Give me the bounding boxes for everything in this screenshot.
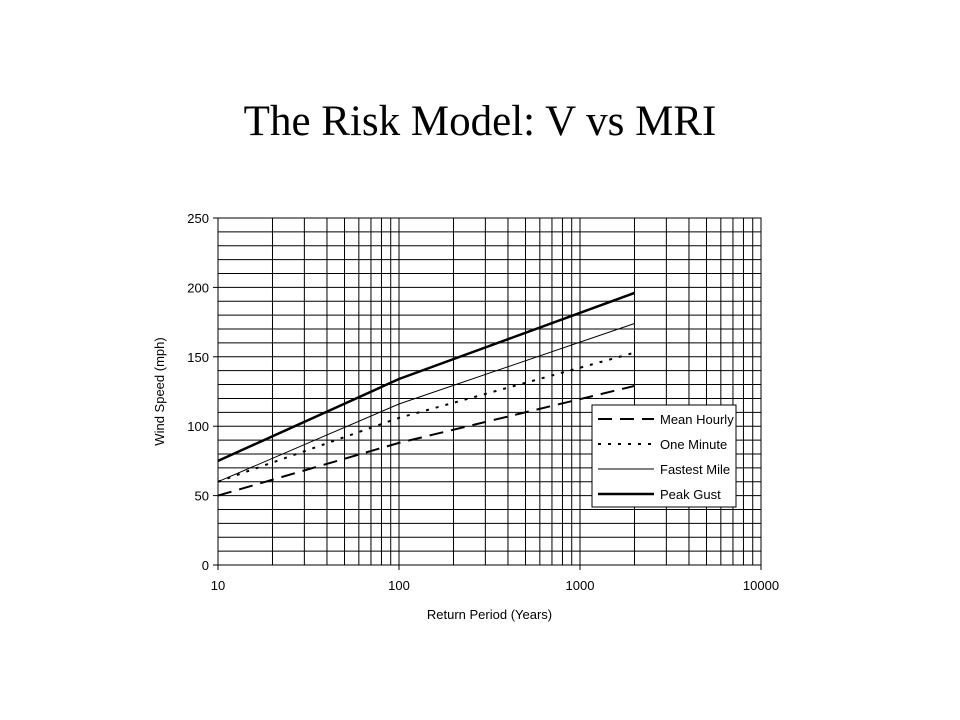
series-line-mean-hourly — [217, 384, 635, 497]
series-line-fastest-mile — [217, 323, 635, 483]
y-axis: 0 50 100 150 200 250 — [187, 211, 218, 573]
slide-title: The Risk Model: V vs MRI — [243, 98, 717, 145]
x-tick-label: 100 — [388, 578, 410, 593]
y-tick-label: 250 — [187, 211, 209, 226]
legend: Mean Hourly One Minute Fastest Mile Peak Gu… — [591, 404, 737, 508]
legend-label: One Minute — [660, 437, 727, 452]
plot-area — [217, 217, 762, 566]
legend-label: Fastest Mile — [660, 462, 730, 477]
y-tick-label: 50 — [195, 489, 209, 504]
x-axis-title: Return Period (Years) — [427, 607, 552, 622]
y-tick-label: 200 — [187, 280, 209, 295]
y-axis-title: Wind Speed (mph) — [152, 337, 167, 445]
x-axis: 10 100 1000 10000 — [211, 565, 779, 593]
x-tick-label: 1000 — [566, 578, 595, 593]
y-tick-label: 150 — [187, 350, 209, 365]
series-line-one-minute — [217, 351, 635, 483]
legend-box — [591, 404, 737, 508]
y-tick-label: 100 — [187, 419, 209, 434]
grid — [218, 218, 761, 565]
x-tick-label: 10000 — [743, 578, 779, 593]
y-tick-label: 0 — [202, 558, 209, 573]
legend-label: Peak Gust — [660, 487, 721, 502]
x-tick-label: 10 — [211, 578, 225, 593]
legend-label: Mean Hourly — [660, 412, 734, 427]
series-lines — [217, 291, 635, 497]
series-line-peak-gust — [217, 291, 635, 463]
